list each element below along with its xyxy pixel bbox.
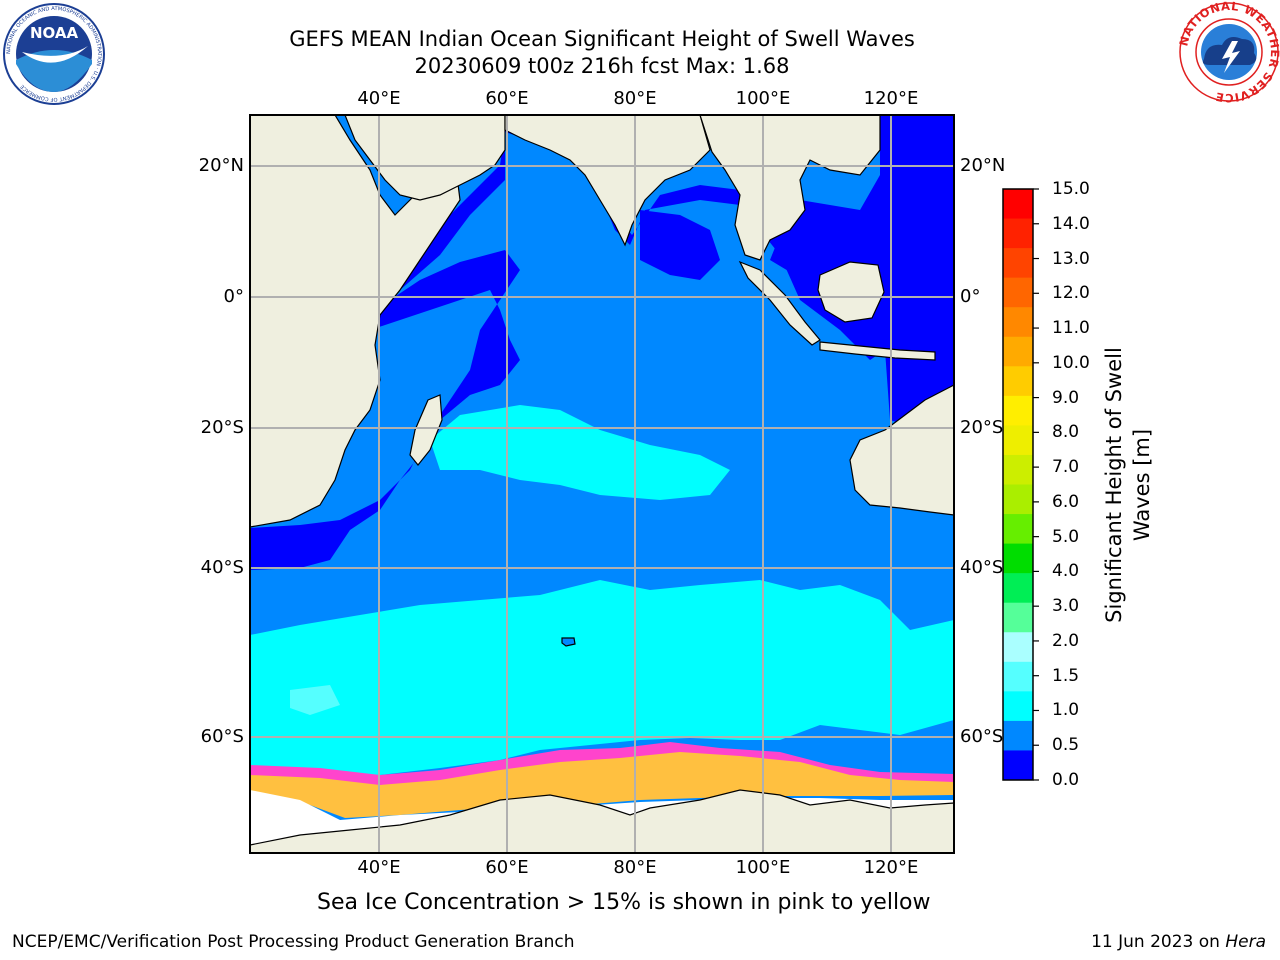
lon-tick-bottom-60E: 60°E [485, 857, 529, 878]
colorbar-box [1003, 691, 1033, 722]
lat-tick-left-20S: 20°S [200, 417, 244, 438]
footer-date-text: 11 Jun 2023 on [1091, 932, 1226, 952]
colorbar-box [1003, 277, 1033, 308]
lon-tick-top-80E: 80°E [613, 88, 657, 109]
colorbar [1003, 188, 1039, 781]
lon-tick-bottom-120E: 120°E [863, 857, 919, 878]
footer-credit: NCEP/EMC/Verification Post Processing Pr… [12, 932, 575, 952]
colorbar-tick-label: 14.0 [1052, 213, 1090, 234]
lat-tick-right-20N: 20°N [960, 155, 1006, 176]
land-kerguelen [561, 637, 576, 647]
colorbar-tick-label: 9.0 [1052, 387, 1080, 408]
colorbar-tick-label: 13.0 [1052, 248, 1090, 269]
land-sumatra [738, 260, 821, 346]
noaa-logo: NOAA NATIONAL OCEANIC AND ATMOSPHERIC AD… [3, 3, 105, 105]
colorbar-tick-label: 1.5 [1052, 665, 1080, 686]
lat-tick-left-20N: 20°N [198, 155, 244, 176]
graticule [250, 115, 954, 853]
colorbar-tick-label: 10.0 [1052, 352, 1090, 373]
lon-tick-top-60E: 60°E [485, 88, 529, 109]
colorbar-label-line2: Waves [m] [1130, 428, 1154, 542]
swell-higher-patch [290, 685, 340, 715]
swell-high-southern [250, 580, 954, 778]
lon-tick-top-120E: 120°E [863, 88, 919, 109]
colorbar-tick-label: 0.0 [1052, 770, 1080, 790]
map-frame [249, 114, 955, 854]
colorbar-tick-label: 11.0 [1052, 318, 1090, 339]
colorbar-box [1003, 632, 1033, 663]
colorbar-tick-label: 12.0 [1052, 283, 1090, 304]
lat-tick-left-60S: 60°S [200, 726, 244, 747]
land-arabia [344, 115, 506, 201]
map-canvas [250, 115, 954, 853]
land-madagascar [409, 394, 443, 466]
sea-ice-yellow [250, 752, 954, 818]
colorbar-tick-label: 5.0 [1052, 526, 1080, 547]
lon-tick-bottom-100E: 100°E [735, 857, 791, 878]
colorbar-box [1003, 425, 1033, 456]
colorbar-tick-label: 3.0 [1052, 596, 1080, 617]
colorbar-box [1003, 573, 1033, 604]
colorbar-label-line1: Significant Height of Swell [1102, 347, 1126, 623]
colorbar-box [1003, 484, 1033, 515]
colorbar-box [1003, 336, 1033, 367]
lon-tick-bottom-80E: 80°E [613, 857, 657, 878]
colorbar-box [1003, 218, 1033, 249]
lat-tick-right-20S: 20°S [960, 417, 1004, 438]
colorbar-tick-label: 6.0 [1052, 491, 1080, 512]
land-india [504, 115, 711, 247]
colorbar-tick-label: 0.5 [1052, 735, 1080, 756]
colorbar-tick-label: 15.0 [1052, 179, 1090, 199]
colorbar-box [1003, 661, 1033, 692]
lat-tick-right-0: 0° [960, 286, 981, 307]
colorbar-tick-label: 1.0 [1052, 700, 1080, 721]
swell-low-bay-of-bengal [640, 210, 720, 280]
colorbar-box [1003, 366, 1033, 397]
lon-tick-top-40E: 40°E [357, 88, 401, 109]
nws-logo: NATIONAL WEATHER SERVICE [1178, 1, 1280, 103]
chart-title: GEFS MEAN Indian Ocean Significant Heigh… [289, 27, 915, 51]
colorbar-box [1003, 720, 1033, 751]
colorbar-box [1003, 395, 1033, 426]
colorbar-box [1003, 248, 1033, 279]
colorbar-tick-label: 4.0 [1052, 561, 1080, 582]
land-antarctica [250, 789, 954, 853]
lon-tick-top-100E: 100°E [735, 88, 791, 109]
colorbar-tick-label: 8.0 [1052, 422, 1080, 443]
colorbar-box [1003, 750, 1033, 781]
lat-tick-left-40S: 40°S [200, 557, 244, 578]
lat-tick-right-40S: 40°S [960, 557, 1004, 578]
colorbar-box [1003, 602, 1033, 633]
chart-subtitle: 20230609 t00z 216h fcst Max: 1.68 [414, 54, 790, 78]
swell-low-east-africa [250, 250, 520, 570]
land-australia [849, 384, 954, 516]
footer-machine: Hera [1225, 932, 1266, 952]
footer-date: 11 Jun 2023 on Hera [1091, 932, 1266, 952]
colorbar-box [1003, 514, 1033, 545]
lon-tick-bottom-40E: 40°E [357, 857, 401, 878]
colorbar-box [1003, 543, 1033, 574]
colorbar-frame [1002, 188, 1034, 781]
noaa-logo-text: NOAA [30, 24, 79, 42]
colorbar-box [1003, 189, 1033, 220]
land-africa [250, 115, 461, 528]
colorbar-box [1003, 307, 1033, 338]
land-java [819, 341, 936, 361]
colorbar-tick-label: 2.0 [1052, 630, 1080, 651]
colorbar-tick-label: 7.0 [1052, 457, 1080, 478]
lat-tick-right-60S: 60°S [960, 726, 1004, 747]
lat-tick-left-0: 0° [223, 286, 244, 307]
colorbar-box [1003, 454, 1033, 485]
sea-ice-note: Sea Ice Concentration > 15% is shown in … [317, 890, 931, 915]
colorbar-label: Significant Height of Swell Waves [m] [1100, 275, 1160, 695]
